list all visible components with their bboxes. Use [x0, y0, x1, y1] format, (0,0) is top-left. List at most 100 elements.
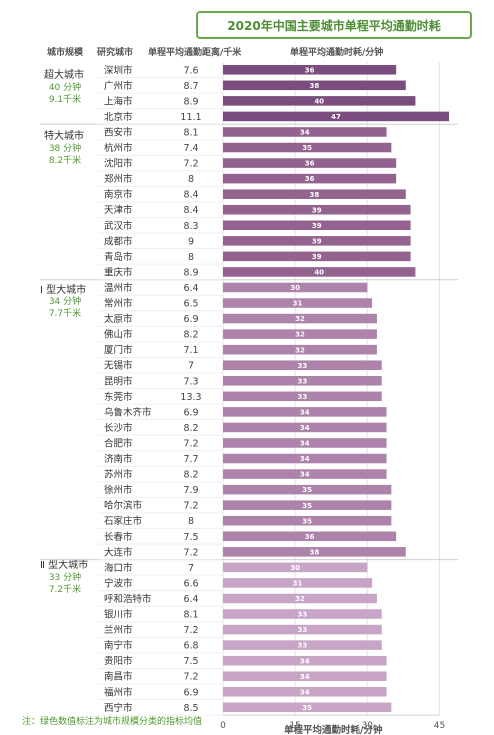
bar-data-label: 39 [312, 222, 322, 230]
bar-data-label: 33 [297, 362, 307, 370]
bar [223, 438, 387, 448]
distance-value: 8.3 [183, 221, 198, 232]
bar [223, 376, 382, 386]
city-label: 贵阳市 [104, 655, 133, 667]
bar [223, 298, 373, 308]
tier-stat-time: 38 分钟 [48, 144, 82, 154]
header-city: 研究城市 [97, 48, 134, 58]
distance-value: 9 [188, 236, 194, 247]
distance-value: 7 [188, 361, 194, 372]
bar [223, 329, 377, 339]
bar-data-label: 30 [290, 284, 300, 292]
bar [223, 609, 382, 619]
bar-data-label: 35 [302, 144, 312, 152]
city-label: 石家庄市 [104, 515, 143, 527]
city-label: 重庆市 [104, 266, 133, 278]
bar-data-label: 33 [297, 393, 307, 401]
city-label: 济南市 [104, 453, 133, 465]
distance-value: 7.2 [183, 625, 198, 636]
bar [223, 578, 373, 588]
city-label: 郑州市 [104, 173, 133, 185]
distance-value: 6.6 [183, 578, 198, 589]
bar-data-label: 34 [300, 688, 310, 696]
tier-stat-distance: 7.7千米 [48, 309, 82, 319]
header-tier: 城市规模 [47, 48, 84, 58]
bar-data-label: 32 [295, 595, 305, 603]
city-label: 成都市 [104, 235, 133, 247]
city-label: 哈尔滨市 [104, 500, 143, 512]
bar [223, 624, 382, 635]
city-label: 南宁市 [104, 640, 133, 652]
distance-value: 8.1 [183, 610, 198, 621]
bar [223, 547, 406, 557]
bar-data-label: 31 [293, 300, 303, 308]
x-tick-label: 30 [362, 721, 374, 731]
distance-value: 7.6 [183, 65, 198, 76]
bar [223, 111, 450, 122]
distance-value: 7.7 [183, 454, 198, 465]
bar-data-label: 39 [312, 206, 322, 214]
bar [223, 344, 377, 355]
tier-stat-megacity: 40 分钟 9.1千米 [40, 82, 90, 106]
city-label: 太原市 [104, 313, 133, 325]
bar-data-label: 36 [305, 66, 315, 74]
city-label: 青岛市 [104, 251, 133, 263]
x-tick-label: 15 [289, 721, 300, 731]
tier-stat-super-large: 38 分钟 8.2千米 [40, 143, 90, 167]
distance-value: 6.8 [183, 641, 198, 652]
distance-value: 6.5 [183, 299, 198, 310]
bar-data-label: 47 [331, 113, 341, 121]
x-axis-title: 单程平均通勤时耗/分钟 [284, 725, 383, 735]
bar [223, 173, 397, 184]
distance-value: 8 [188, 516, 194, 527]
city-label: 宁波市 [104, 577, 133, 589]
city-label: 昆明市 [104, 375, 133, 387]
bar-data-label: 36 [305, 160, 315, 168]
city-label: 广州市 [104, 80, 133, 92]
bar [223, 531, 397, 542]
distance-value: 8.9 [183, 267, 198, 278]
city-label: 呼和浩特市 [104, 593, 152, 605]
city-label: 天津市 [104, 204, 133, 216]
bar [223, 562, 368, 573]
tier-stat-distance: 8.2千米 [48, 156, 82, 166]
bar-data-label: 39 [312, 237, 322, 245]
city-label: 海口市 [104, 562, 133, 574]
bar-data-label: 31 [293, 580, 303, 588]
city-label: 东莞市 [104, 391, 133, 403]
distance-value: 8.7 [183, 81, 198, 92]
city-label: 长春市 [104, 531, 133, 543]
footnote: 注：绿色数值标注为城市规模分类的指标均值 [22, 717, 203, 727]
bar-data-label: 35 [302, 502, 312, 510]
bar [223, 360, 382, 370]
distance-value: 7.5 [183, 532, 198, 543]
tier-name-type1: Ⅰ 型大城市 [40, 285, 87, 296]
distance-value: 7.3 [183, 376, 198, 387]
bar-data-label: 33 [297, 642, 307, 650]
distance-value: 8.5 [183, 703, 198, 714]
bar [223, 391, 382, 402]
distance-value: 7.4 [183, 143, 198, 154]
distance-value: 7.2 [183, 672, 198, 683]
bar-data-label: 38 [310, 82, 320, 90]
bar [223, 515, 392, 526]
distance-value: 8.2 [183, 423, 198, 434]
distance-value: 6.4 [183, 283, 198, 294]
bar [223, 671, 387, 681]
city-label: 武汉市 [104, 220, 133, 232]
bar-data-label: 30 [290, 564, 300, 572]
distance-value: 8 [188, 174, 194, 185]
tier-stat-time: 34 分钟 [48, 297, 82, 307]
distance-value: 8.1 [183, 127, 198, 138]
bar [223, 500, 392, 510]
city-label: 西宁市 [104, 702, 133, 714]
distance-value: 7.5 [183, 656, 198, 667]
bar-data-label: 32 [295, 346, 305, 354]
city-label: 佛山市 [104, 329, 133, 341]
city-label: 南昌市 [104, 671, 133, 683]
distance-value: 6.9 [183, 687, 198, 698]
bar [223, 422, 387, 433]
distance-value: 7.1 [183, 345, 198, 356]
bar [223, 127, 387, 137]
